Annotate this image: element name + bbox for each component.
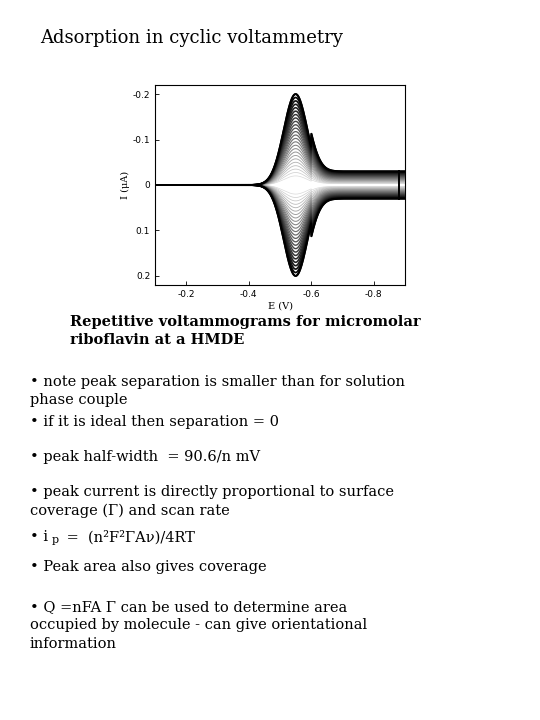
Text: • peak half-width  = 90.6/n mV: • peak half-width = 90.6/n mV: [30, 450, 260, 464]
Text: • peak current is directly proportional to surface
coverage (Γ) and scan rate: • peak current is directly proportional …: [30, 485, 394, 518]
Text: • if it is ideal then separation = 0: • if it is ideal then separation = 0: [30, 415, 279, 429]
Text: • i: • i: [30, 530, 48, 544]
Text: =  (n²F²ΓAν)/4RT: = (n²F²ΓAν)/4RT: [62, 530, 195, 544]
Text: • Peak area also gives coverage: • Peak area also gives coverage: [30, 560, 267, 574]
Text: • note peak separation is smaller than for solution
phase couple: • note peak separation is smaller than f…: [30, 375, 405, 408]
Text: • Q =nFA Γ can be used to determine area
occupied by molecule - can give orienta: • Q =nFA Γ can be used to determine area…: [30, 600, 367, 651]
Text: Adsorption in cyclic voltammetry: Adsorption in cyclic voltammetry: [40, 29, 343, 47]
Text: p: p: [52, 535, 59, 545]
Y-axis label: I (μA): I (μA): [120, 171, 130, 199]
X-axis label: E (V): E (V): [267, 302, 293, 310]
Text: Repetitive voltammograms for micromolar
riboflavin at a HMDE: Repetitive voltammograms for micromolar …: [70, 315, 421, 347]
